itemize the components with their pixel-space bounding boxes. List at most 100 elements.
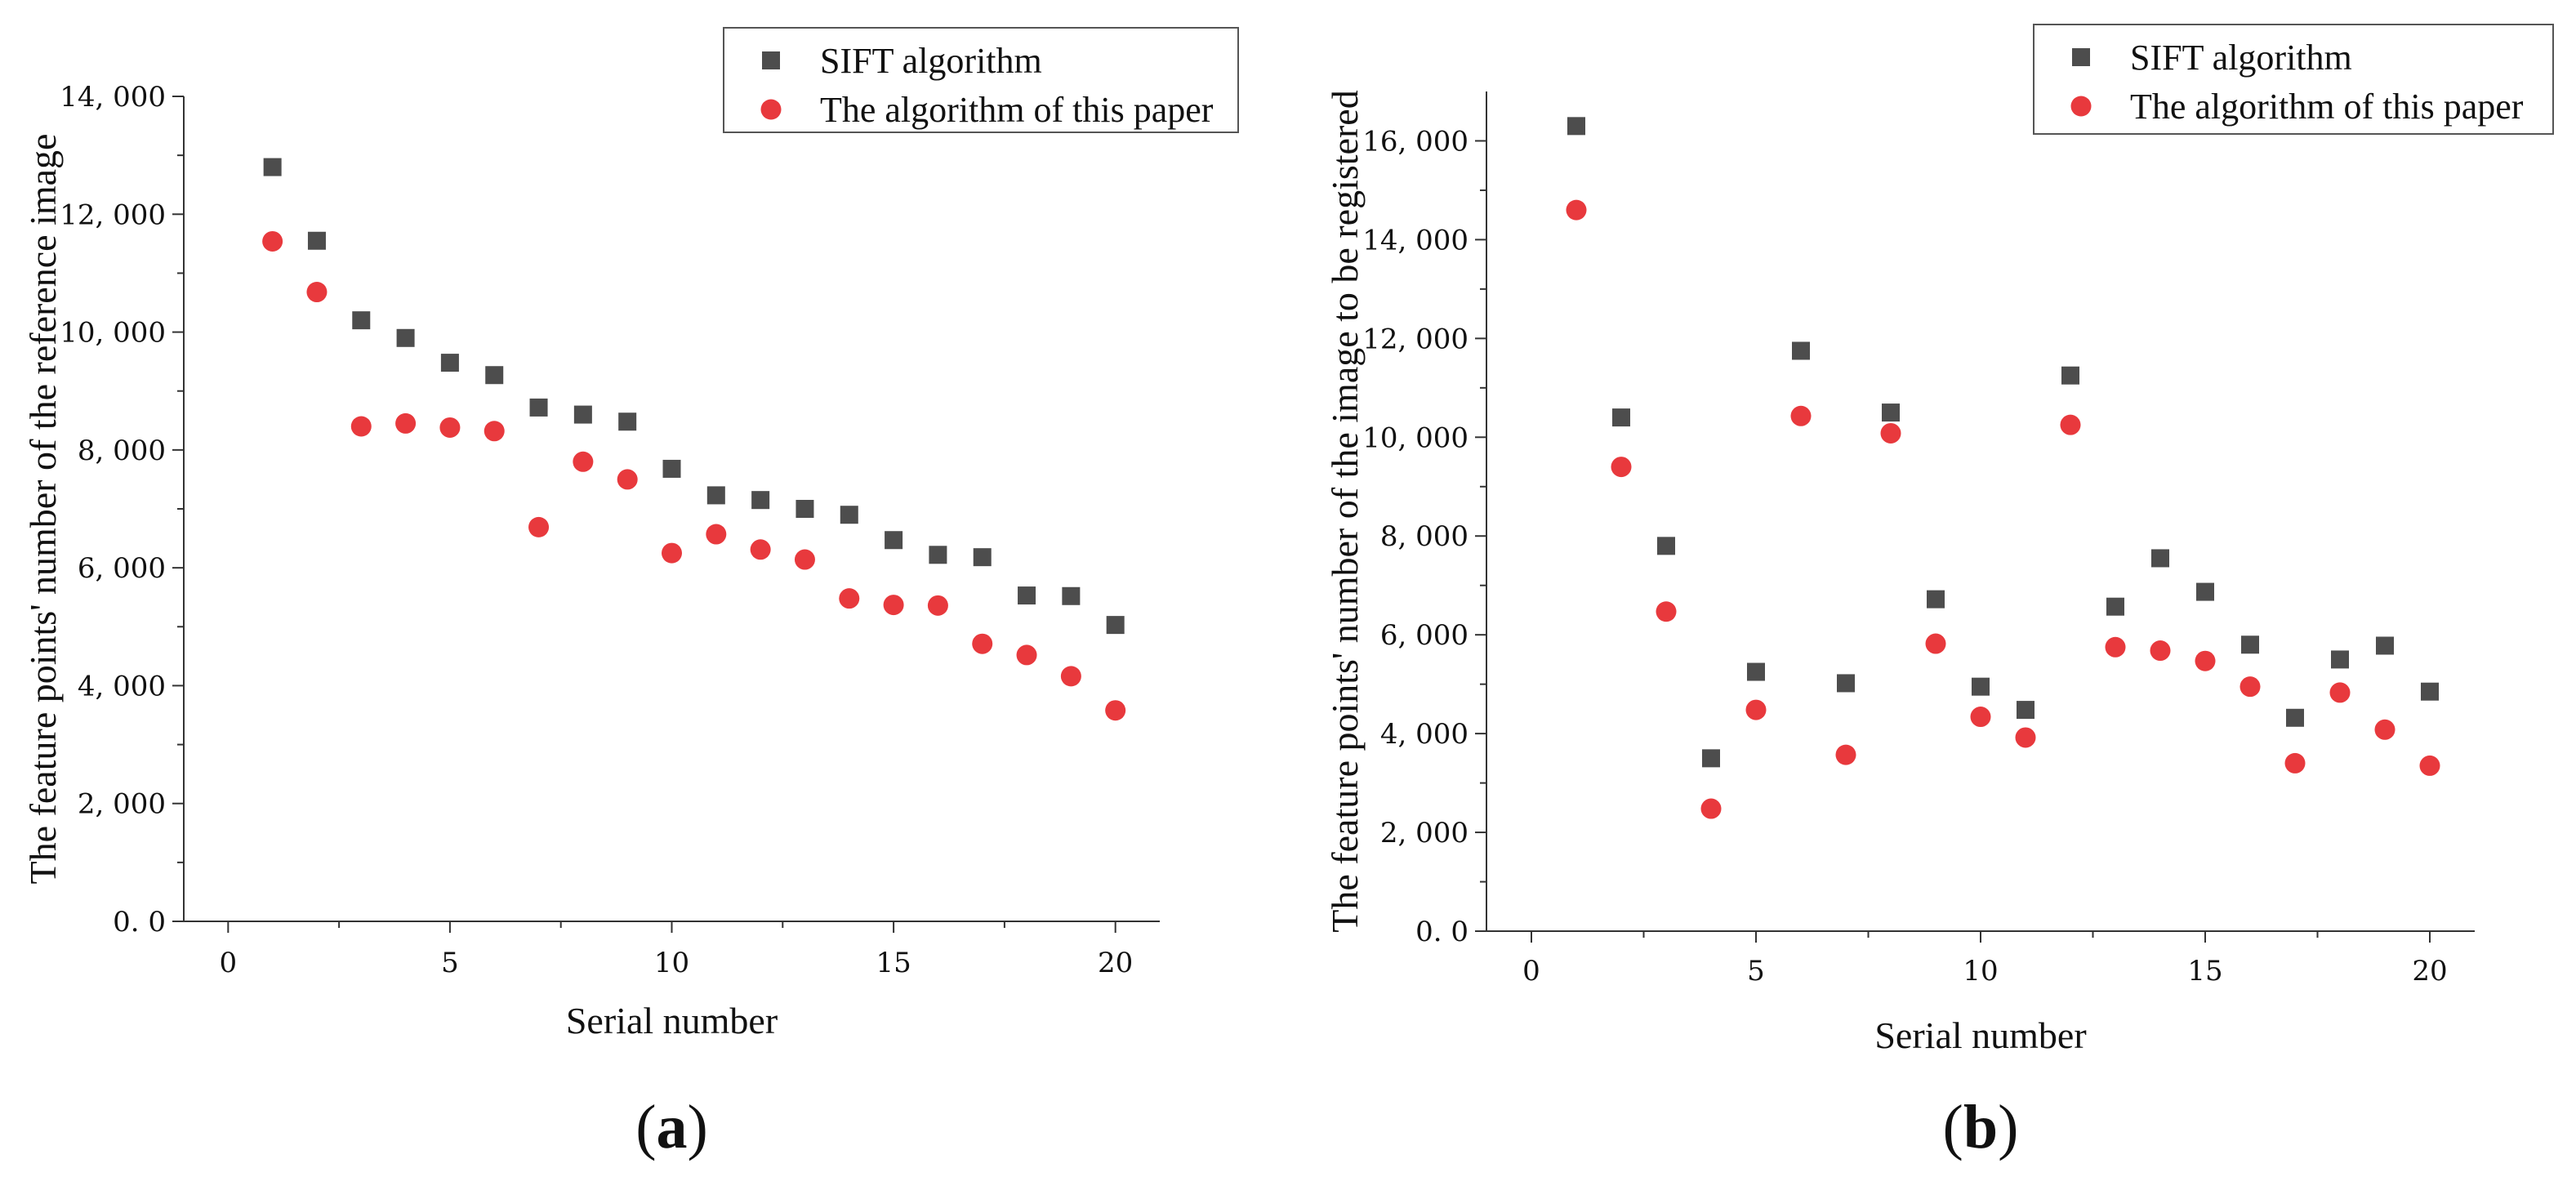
y-tick-label: 10, 000 xyxy=(1362,421,1468,454)
y-tick-label: 6, 000 xyxy=(1380,619,1468,652)
legend-label: The algorithm of this paper xyxy=(820,90,1214,130)
legend-label: SIFT algorithm xyxy=(2130,38,2352,78)
sift-point xyxy=(485,366,504,385)
sift-point xyxy=(440,354,459,372)
legend-square-marker xyxy=(762,51,780,69)
proposed-point xyxy=(617,469,638,490)
sift-point xyxy=(2061,366,2079,385)
proposed-point xyxy=(1835,744,1856,765)
proposed-point xyxy=(2329,682,2351,703)
sift-point xyxy=(1018,586,1036,605)
panel-a-chart: 0. 0 2, 000 4, 000 6, 000 8, 000 10, 000 12, 0… xyxy=(22,27,1239,1161)
y-tick-label: 10, 000 xyxy=(60,317,166,350)
sift-point xyxy=(1567,117,1585,136)
series-proposed xyxy=(262,230,1126,721)
sift-point xyxy=(1106,616,1125,635)
proposed-point xyxy=(1970,707,1991,728)
x-tick-label: 5 xyxy=(441,947,459,979)
legend-label: The algorithm of this paper xyxy=(2130,87,2524,127)
proposed-point xyxy=(2150,640,2171,662)
sift-point xyxy=(2376,636,2394,655)
proposed-point xyxy=(350,416,372,437)
y-axis-title: The feature points' number of the refere… xyxy=(22,134,64,885)
proposed-point xyxy=(1656,601,1677,622)
panel-label-open: ( xyxy=(635,1093,656,1161)
sift-point xyxy=(2286,708,2304,727)
proposed-point xyxy=(484,421,505,442)
legend-circle-marker xyxy=(760,99,782,120)
x-tick-label: 0 xyxy=(1522,955,1540,988)
legend-box xyxy=(723,27,1239,133)
panel-label-letter: b xyxy=(1963,1093,1998,1161)
series-proposed xyxy=(1566,199,2440,819)
axes-frame xyxy=(1486,91,2475,932)
y-tick-label: 14, 000 xyxy=(60,81,166,114)
x-tick-label: 10 xyxy=(1963,955,1998,988)
legend-square-marker xyxy=(2072,48,2090,66)
proposed-point xyxy=(662,542,682,564)
proposed-point xyxy=(794,549,815,570)
proposed-point xyxy=(2060,414,2081,435)
y-tick-label: 2, 000 xyxy=(78,788,166,821)
y-tick-label: 12, 000 xyxy=(1362,323,1468,355)
proposed-point xyxy=(1880,422,1901,444)
sift-point xyxy=(2151,549,2169,568)
y-tick-label: 2, 000 xyxy=(1380,817,1468,849)
proposed-point xyxy=(883,595,904,616)
proposed-point xyxy=(1700,798,1722,819)
sift-point xyxy=(2017,701,2035,720)
x-axis-title: Serial number xyxy=(1874,1014,2086,1056)
sift-point xyxy=(662,459,681,478)
proposed-point xyxy=(2015,727,2036,748)
sift-point xyxy=(2196,582,2214,601)
y-tick-label: 6, 000 xyxy=(78,552,166,585)
x-tick-label: 20 xyxy=(1098,947,1133,979)
panel-label-letter: a xyxy=(657,1093,688,1161)
y-axis-title: The feature points' number of the image … xyxy=(1324,90,1366,932)
sift-point xyxy=(396,328,415,347)
sift-point xyxy=(1882,404,1900,422)
proposed-point xyxy=(1566,199,1587,221)
sift-point xyxy=(307,231,326,250)
proposed-point xyxy=(1611,457,1632,478)
proposed-point xyxy=(839,588,860,609)
y-tick-label: 8, 000 xyxy=(78,435,166,467)
proposed-point xyxy=(395,412,417,434)
axes-frame xyxy=(183,96,1160,922)
sift-point xyxy=(529,398,548,417)
sift-point xyxy=(2106,597,2124,616)
proposed-point xyxy=(750,539,771,560)
sift-point xyxy=(751,491,770,510)
sift-point xyxy=(840,506,858,524)
panel-b-chart: 0. 0 2, 000 4, 000 6, 000 8, 000 10, 000 12, 0… xyxy=(1324,24,2554,1161)
proposed-point xyxy=(2240,676,2261,698)
sift-point xyxy=(1062,586,1081,605)
legend-label: SIFT algorithm xyxy=(820,41,1042,81)
sift-point xyxy=(2421,682,2439,701)
panel-label: (b) xyxy=(1943,1093,2019,1161)
x-tick-label: 5 xyxy=(1747,955,1765,988)
proposed-point xyxy=(2284,752,2306,774)
proposed-point xyxy=(1745,699,1767,720)
legend-box xyxy=(2033,24,2554,135)
sift-point xyxy=(796,500,814,518)
proposed-point xyxy=(2374,719,2396,740)
sift-point xyxy=(352,311,371,330)
sift-point xyxy=(573,405,592,424)
x-axis-title: Serial number xyxy=(566,1000,778,1041)
proposed-point xyxy=(927,595,948,616)
proposed-point xyxy=(2195,650,2216,671)
x-tick-label: 15 xyxy=(876,947,911,979)
y-tick-label: 4, 000 xyxy=(78,670,166,702)
y-tick-label: 0. 0 xyxy=(113,906,166,939)
sift-point xyxy=(929,546,947,564)
proposed-point xyxy=(1925,633,1946,654)
y-tick-label: 12, 000 xyxy=(60,198,166,231)
proposed-point xyxy=(2419,755,2440,776)
proposed-point xyxy=(706,524,727,545)
proposed-point xyxy=(1790,405,1812,426)
y-tick-label: 8, 000 xyxy=(1380,520,1468,553)
sift-point xyxy=(1702,749,1720,768)
sift-point xyxy=(1792,341,1810,360)
sift-point xyxy=(263,158,282,176)
